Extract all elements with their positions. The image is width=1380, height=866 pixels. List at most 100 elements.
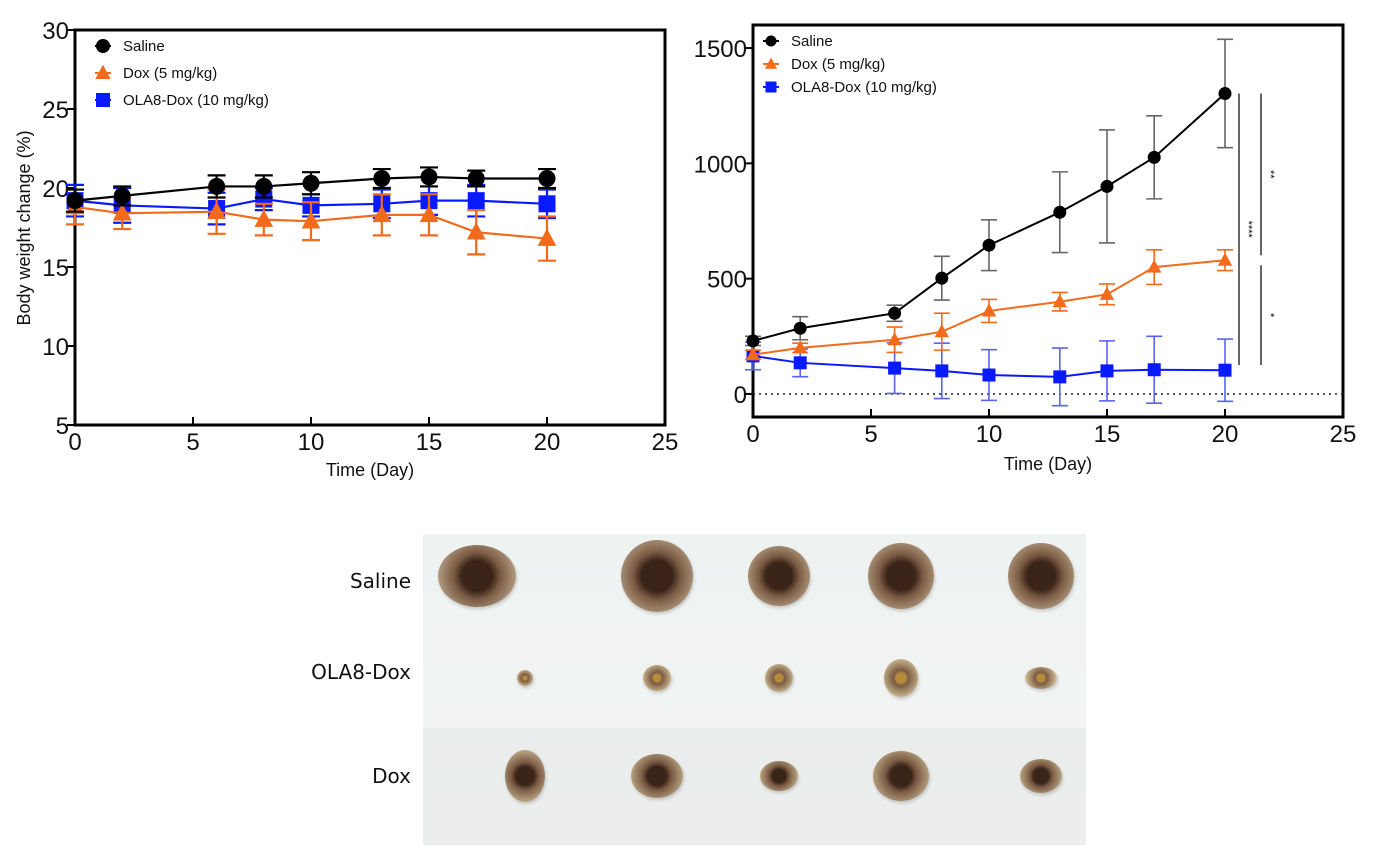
legend-marker-square-icon (96, 93, 110, 107)
y-tick-label: 5 (56, 413, 69, 440)
tumor-specimen (1025, 667, 1057, 689)
data-point (746, 334, 760, 348)
data-point (1100, 179, 1114, 193)
data-point (538, 195, 556, 213)
data-point (372, 204, 392, 223)
data-point (888, 361, 902, 375)
data-point (888, 306, 902, 320)
data-point (302, 174, 320, 192)
data-point (467, 192, 485, 210)
data-point (982, 368, 996, 382)
plot-frame (751, 23, 1345, 419)
x-tick-label: 5 (864, 421, 877, 448)
x-tick-label: 0 (746, 421, 759, 448)
data-point (207, 201, 226, 219)
data-point (1217, 252, 1233, 266)
data-point (982, 238, 996, 252)
data-point (887, 332, 902, 346)
data-point (66, 192, 84, 210)
y-tick-label: 30 (42, 18, 69, 45)
x-tick-label: 0 (68, 429, 81, 456)
y-tick-label: 10 (42, 334, 69, 361)
legend-marker-circle-icon (96, 39, 110, 53)
x-tick-label: 10 (976, 421, 1003, 448)
legend: Saline Dox (5 mg/kg) OLA8-Dox (10 mg/kg) (763, 33, 937, 96)
data-point (1218, 86, 1232, 100)
data-point (1147, 259, 1162, 273)
plot-frame (73, 28, 667, 427)
photo-row-label-ola8-dox: OLA8-Dox (311, 660, 411, 684)
tumor-specimen (873, 751, 929, 801)
data-point (255, 177, 273, 195)
data-point (466, 222, 486, 240)
tumor-specimen (748, 546, 810, 606)
tumor-specimen (884, 659, 918, 697)
chart-tumor-volume: 0 5 10 15 20 25 0 500 1000 1500 Time (Day) Saline Do… (694, 23, 1357, 474)
y-tick-label: 1500 (694, 36, 747, 63)
tumor-photo (423, 534, 1086, 845)
y-tick-label: 1000 (694, 151, 747, 178)
y-tick-label: 20 (42, 176, 69, 203)
legend: Saline Dox (5 mg/kg) OLA8-Dox (10 mg/kg) (95, 38, 269, 109)
data-point (1053, 205, 1067, 219)
y-tick-label: 500 (707, 267, 747, 294)
x-tick-label: 20 (534, 429, 561, 456)
data-point (981, 303, 997, 317)
data-point (301, 211, 321, 229)
x-tick-label: 15 (416, 429, 443, 456)
x-tick-label: 15 (1094, 421, 1121, 448)
tumor-specimen (1020, 759, 1062, 793)
legend-label: Dox (5 mg/kg) (791, 56, 885, 73)
tumor-specimen (631, 754, 683, 798)
y-axis-title: Body weight change (%) (14, 130, 34, 325)
y-tick-label: 15 (42, 255, 69, 282)
y-tick-label: 25 (42, 97, 69, 124)
tumor-specimen (1008, 543, 1074, 609)
x-axis-title: Time (Day) (1004, 454, 1092, 474)
legend-marker-square-icon (765, 81, 777, 93)
legend-label: Saline (791, 33, 833, 50)
tumor-specimen (643, 665, 671, 691)
data-point (1100, 364, 1114, 378)
data-point (793, 356, 807, 370)
y-tick-label: 0 (734, 382, 747, 409)
data-point (793, 340, 808, 354)
legend-marker-triangle-icon (95, 64, 111, 79)
series-saline (66, 166, 556, 213)
legend-marker-triangle-icon (764, 57, 778, 69)
tumor-specimen (868, 543, 934, 609)
x-axis-title: Time (Day) (326, 460, 414, 480)
data-point (538, 170, 556, 188)
data-point (208, 177, 226, 195)
legend-marker-circle-icon (765, 35, 777, 47)
series-dox-5-mg-kg (745, 249, 1233, 361)
data-point (745, 347, 761, 361)
data-point (1052, 294, 1067, 308)
data-point (1099, 286, 1115, 300)
series-dox-5-mg-kg (65, 188, 557, 262)
photo-row-label-dox: Dox (372, 764, 411, 788)
data-point (1147, 363, 1161, 377)
tumor-specimen (517, 670, 533, 686)
x-tick-label: 20 (1212, 421, 1239, 448)
data-point (254, 209, 274, 227)
data-point (467, 170, 485, 188)
legend-label: Saline (123, 38, 165, 55)
tumor-specimen (765, 664, 793, 692)
significance-label: ** (1264, 170, 1276, 179)
data-point (935, 271, 949, 285)
x-tick-label: 10 (298, 429, 325, 456)
data-point (934, 324, 949, 338)
data-point (1147, 150, 1161, 164)
data-point (935, 364, 949, 378)
legend-label: OLA8-Dox (10 mg/kg) (791, 79, 937, 96)
data-point (420, 168, 438, 186)
tumor-specimen (621, 540, 693, 612)
data-point (793, 321, 807, 335)
significance-label: **** (1242, 221, 1254, 239)
tumor-specimen (505, 750, 545, 802)
data-point (419, 204, 439, 223)
x-tick-label: 25 (1330, 421, 1357, 448)
